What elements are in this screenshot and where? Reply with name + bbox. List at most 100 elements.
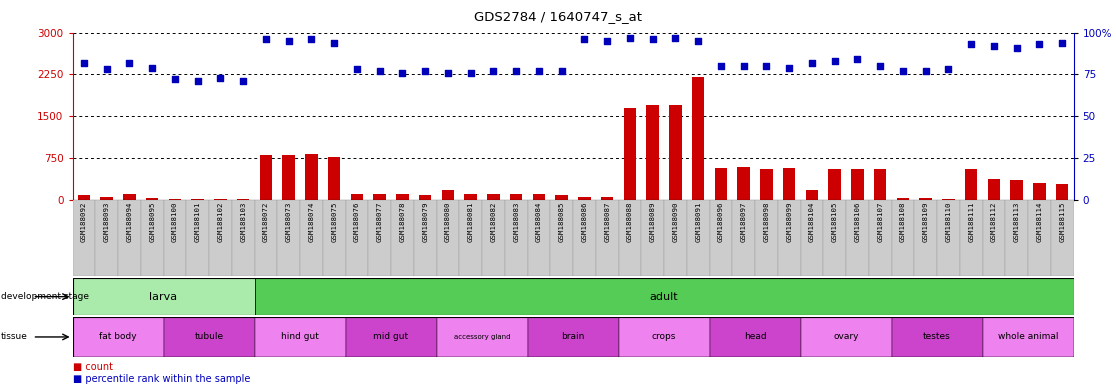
- Bar: [164, 200, 186, 276]
- Point: [576, 36, 594, 42]
- Text: brain: brain: [561, 333, 585, 341]
- Text: GSM188074: GSM188074: [308, 202, 315, 242]
- Bar: [260, 155, 272, 200]
- Point: [690, 38, 708, 44]
- Text: GSM188102: GSM188102: [218, 202, 223, 242]
- Point: [940, 66, 958, 73]
- Bar: [618, 200, 642, 276]
- Bar: [618, 317, 710, 357]
- Bar: [988, 179, 1000, 200]
- Bar: [436, 200, 460, 276]
- Bar: [982, 317, 1074, 357]
- Bar: [664, 200, 686, 276]
- Bar: [1010, 180, 1023, 200]
- Text: GSM188111: GSM188111: [969, 202, 974, 242]
- Text: ■ count: ■ count: [73, 361, 113, 372]
- Text: GSM188104: GSM188104: [809, 202, 815, 242]
- Point: [916, 68, 934, 74]
- Bar: [574, 200, 596, 276]
- Bar: [277, 200, 300, 276]
- Bar: [600, 197, 614, 200]
- Text: GSM188090: GSM188090: [673, 202, 679, 242]
- Bar: [396, 194, 408, 200]
- Bar: [391, 200, 414, 276]
- Text: GSM188106: GSM188106: [855, 202, 860, 242]
- Bar: [186, 200, 209, 276]
- Point: [280, 38, 298, 44]
- Point: [872, 63, 889, 69]
- Point: [143, 65, 161, 71]
- Bar: [123, 194, 136, 200]
- Bar: [828, 169, 841, 200]
- Bar: [464, 194, 477, 200]
- Bar: [738, 167, 750, 200]
- Point: [620, 35, 638, 41]
- Text: accessory gland: accessory gland: [454, 334, 510, 340]
- Bar: [164, 317, 254, 357]
- Point: [530, 68, 548, 74]
- Point: [780, 65, 798, 71]
- Bar: [692, 77, 704, 200]
- Text: GSM188110: GSM188110: [945, 202, 952, 242]
- Bar: [73, 317, 164, 357]
- Text: GSM188077: GSM188077: [377, 202, 383, 242]
- Point: [416, 68, 434, 74]
- Bar: [460, 200, 482, 276]
- Bar: [937, 200, 960, 276]
- Point: [121, 60, 138, 66]
- Text: mid gut: mid gut: [374, 333, 408, 341]
- Text: GSM188085: GSM188085: [559, 202, 565, 242]
- Bar: [578, 197, 590, 200]
- Text: GSM188093: GSM188093: [104, 202, 109, 242]
- Bar: [1028, 200, 1051, 276]
- Point: [508, 68, 526, 74]
- Text: GSM188084: GSM188084: [536, 202, 542, 242]
- Bar: [846, 200, 869, 276]
- Bar: [169, 199, 181, 200]
- Point: [666, 35, 684, 41]
- Text: ■ percentile rank within the sample: ■ percentile rank within the sample: [73, 374, 250, 384]
- Text: GSM188109: GSM188109: [923, 202, 929, 242]
- Bar: [960, 200, 982, 276]
- Text: GSM188112: GSM188112: [991, 202, 997, 242]
- Text: GSM188100: GSM188100: [172, 202, 177, 242]
- Text: tubule: tubule: [194, 333, 223, 341]
- Text: GSM188098: GSM188098: [763, 202, 769, 242]
- Bar: [374, 194, 386, 200]
- Text: head: head: [743, 333, 767, 341]
- Point: [371, 68, 388, 74]
- Point: [1008, 45, 1026, 51]
- Text: larva: larva: [150, 291, 177, 302]
- Text: GSM188094: GSM188094: [126, 202, 133, 242]
- Bar: [528, 317, 618, 357]
- Point: [325, 40, 343, 46]
- Point: [439, 70, 456, 76]
- Text: whole animal: whole animal: [998, 333, 1058, 341]
- Point: [462, 70, 480, 76]
- Text: ovary: ovary: [834, 333, 859, 341]
- Bar: [73, 278, 254, 315]
- Text: GSM188075: GSM188075: [331, 202, 337, 242]
- Bar: [1033, 183, 1046, 200]
- Text: GSM188088: GSM188088: [627, 202, 633, 242]
- Bar: [346, 317, 436, 357]
- Bar: [550, 200, 574, 276]
- Bar: [73, 200, 95, 276]
- Point: [98, 66, 116, 73]
- Bar: [806, 190, 818, 200]
- Bar: [942, 199, 954, 200]
- Bar: [510, 194, 522, 200]
- Text: GSM188113: GSM188113: [1013, 202, 1020, 242]
- Point: [394, 70, 412, 76]
- Text: GSM188099: GSM188099: [786, 202, 792, 242]
- Text: GSM188103: GSM188103: [240, 202, 247, 242]
- Text: GSM188080: GSM188080: [445, 202, 451, 242]
- Text: GSM188083: GSM188083: [513, 202, 519, 242]
- Point: [804, 60, 821, 66]
- Point: [962, 41, 980, 47]
- Text: GSM188096: GSM188096: [718, 202, 724, 242]
- Bar: [1056, 184, 1068, 200]
- Bar: [192, 199, 204, 200]
- Point: [212, 74, 230, 81]
- Point: [712, 63, 730, 69]
